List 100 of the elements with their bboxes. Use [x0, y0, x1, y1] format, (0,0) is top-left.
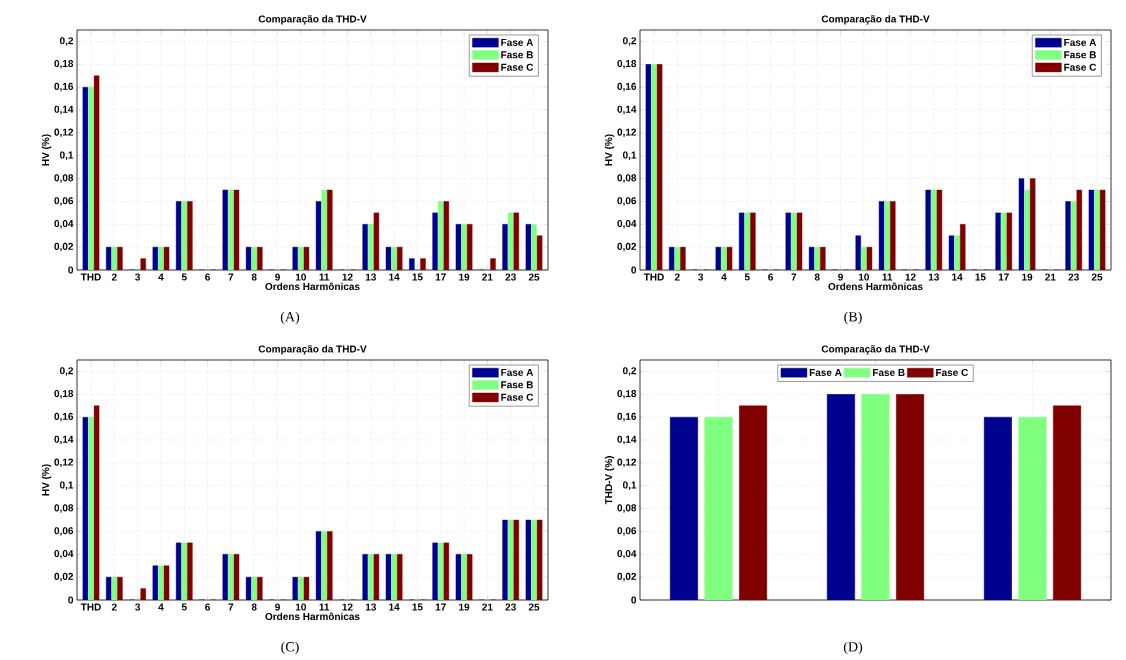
- x-axis-title: Ordens Harmônicas: [265, 612, 360, 621]
- chart-title: Comparação da THD-V: [821, 15, 930, 25]
- text: (C): [281, 641, 299, 655]
- y-axis-title: HV (%): [41, 134, 52, 166]
- x-axis-title: Ordens Harmônicas: [265, 282, 360, 291]
- x-tick-label: 17: [998, 273, 1009, 281]
- y-tick-label: 0,02: [617, 242, 637, 252]
- x-tick-label: 14: [952, 273, 963, 281]
- x-tick-label: 9: [275, 273, 280, 281]
- x-tick-label: 2: [674, 273, 680, 281]
- y-tick-label: 0,12: [54, 458, 74, 468]
- x-tick-label: 25: [528, 603, 540, 611]
- x-tick-label: 25: [528, 273, 540, 281]
- y-tick-label: 0,18: [54, 390, 74, 399]
- y-axis-title: HV (%): [604, 134, 615, 166]
- x-tick-label: 13: [365, 603, 376, 611]
- y-tick-label: 0,14: [54, 435, 74, 445]
- x-tick-label: 19: [1022, 273, 1033, 281]
- y-tick-label: 0,06: [54, 527, 74, 536]
- y-tick-label: 0,04: [617, 220, 637, 229]
- x-tick-label: 23: [505, 603, 516, 611]
- x-tick-label: 23: [1068, 273, 1079, 281]
- x-tick-label: 19: [459, 273, 470, 281]
- chart-title: Comparação da THD-V: [258, 345, 367, 355]
- y-tick-label: 0,02: [617, 572, 637, 582]
- x-tick-label: 5: [744, 273, 750, 281]
- legend-label: Fase C: [1064, 63, 1097, 71]
- chart-title: Comparação da THD-V: [258, 15, 367, 25]
- legend-label: Fase A: [1064, 38, 1097, 46]
- x-tick-label: 8: [251, 273, 257, 281]
- bar: [1070, 201, 1077, 270]
- x-tick-label: 2: [111, 273, 117, 281]
- y-tick-label: 0: [68, 266, 74, 274]
- legend-label: Fase A: [501, 38, 534, 46]
- legend-label: Fase C: [501, 393, 534, 401]
- x-tick-label: 15: [412, 273, 423, 281]
- y-tick-label: 0,14: [54, 105, 74, 115]
- x-tick-label: 7: [228, 603, 234, 611]
- y-tick-label: 0,04: [54, 550, 74, 559]
- x-tick-label: 12: [342, 273, 353, 281]
- y-tick-label: 0,14: [617, 105, 637, 115]
- x-tick-label: 9: [275, 603, 280, 611]
- x-tick-label: 21: [482, 273, 493, 281]
- x-tick-label: 21: [482, 603, 493, 611]
- bar: [814, 246, 820, 270]
- y-tick-label: 0,06: [617, 527, 637, 536]
- bar: [861, 246, 867, 270]
- bar: [1001, 212, 1007, 270]
- x-tick-label: 25: [1091, 273, 1103, 281]
- y-tick-label: 0,16: [617, 412, 637, 422]
- x-tick-label: 6: [205, 603, 210, 611]
- y-tick-label: 0,04: [617, 550, 637, 559]
- y-tick-label: 0,1: [59, 151, 74, 160]
- y-tick-label: 0,12: [617, 128, 637, 138]
- y-tick-label: 0,06: [617, 197, 637, 206]
- x-tick-label: 23: [505, 273, 516, 281]
- y-tick-label: 0,16: [54, 82, 74, 92]
- y-tick-label: 0,08: [54, 504, 74, 513]
- x-tick-label: THD: [80, 603, 101, 611]
- bar: [954, 235, 960, 270]
- chart-title: Comparação da THD-V: [821, 345, 930, 355]
- x-tick-label: 6: [768, 273, 774, 281]
- y-tick-label: 0,1: [622, 481, 637, 490]
- y-tick-label: 0,08: [617, 174, 637, 183]
- legend-label: Fase C: [936, 368, 968, 377]
- bar: [931, 189, 937, 270]
- legend-label: Fase A: [501, 368, 534, 376]
- legend-label: Fase C: [501, 63, 534, 71]
- y-tick-label: 0,2: [622, 367, 637, 376]
- x-tick-label: 8: [251, 603, 257, 611]
- x-tick-label: 3: [135, 273, 141, 281]
- x-tick-label: 4: [158, 273, 164, 281]
- bar: [674, 246, 681, 270]
- legend-label: Fase A: [809, 369, 842, 377]
- x-tick-label: 12: [342, 603, 353, 611]
- y-tick-label: 0,12: [617, 458, 637, 468]
- x-tick-label: 10: [295, 273, 306, 281]
- x-tick-label: 3: [135, 603, 141, 611]
- x-tick-label: 2: [111, 603, 117, 611]
- y-tick-label: 0,02: [54, 572, 74, 582]
- x-tick-label: 17: [435, 603, 446, 611]
- x-tick-label: 14: [389, 273, 400, 281]
- x-tick-label: 21: [1045, 273, 1056, 281]
- x-tick-label: 8: [814, 273, 820, 281]
- y-tick-label: 0,2: [59, 367, 74, 376]
- y-tick-label: 0,1: [622, 151, 637, 160]
- x-tick-label: 7: [228, 273, 234, 281]
- legend-label: Fase B: [501, 381, 533, 389]
- x-tick-label: 14: [389, 603, 400, 611]
- y-tick-label: 0,2: [622, 37, 637, 46]
- y-axis-title: THD-V (%): [604, 456, 615, 505]
- x-tick-label: 11: [319, 273, 330, 281]
- y-tick-label: 0,12: [54, 128, 74, 138]
- y-tick-label: 0: [68, 596, 74, 604]
- x-tick-label: THD: [80, 273, 101, 281]
- x-tick-label: 5: [181, 603, 187, 611]
- y-tick-label: 0,18: [54, 60, 74, 69]
- y-tick-label: 0,06: [54, 197, 74, 206]
- x-tick-label: THD: [643, 273, 664, 281]
- text: (B): [844, 311, 862, 325]
